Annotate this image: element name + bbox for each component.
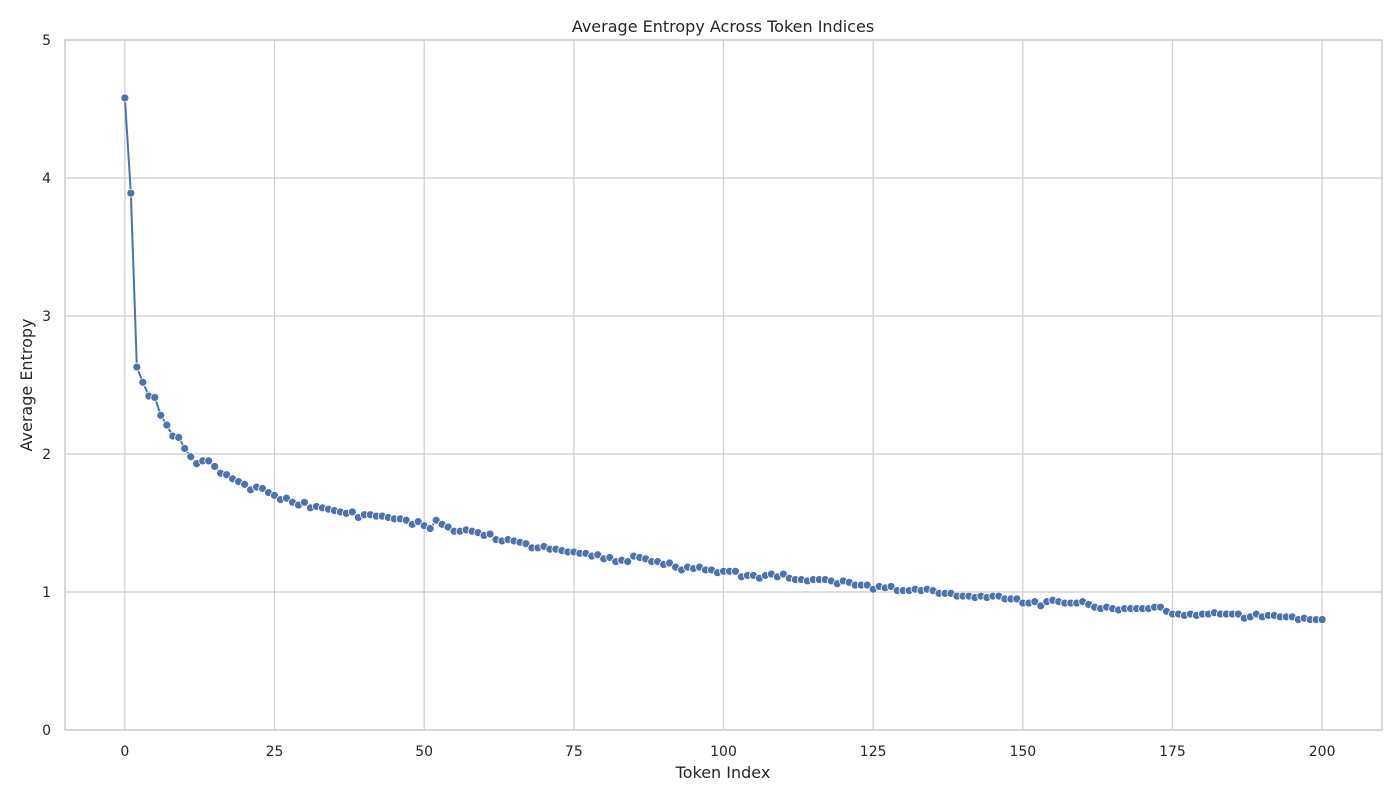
grid-lines [65,39,1382,731]
data-point [180,444,190,453]
data-points [120,93,1327,624]
data-point [347,507,357,517]
data-point [665,558,675,568]
data-point [862,580,872,590]
x-tick-label: 50 [415,744,433,760]
x-tick-label: 200 [1309,744,1336,760]
data-point [150,393,160,402]
data-point [210,462,220,471]
x-tick-labels: 0 25 50 75 100 125 150 175 200 [120,744,1335,760]
plot-frame [64,39,1383,731]
data-point [521,539,531,549]
data-point [138,377,148,387]
chart-title: Average Entropy Across Token Indices [572,17,874,36]
data-point [120,93,130,103]
y-tick-label: 3 [42,309,51,325]
data-point [132,362,142,372]
data-point [1317,615,1327,624]
data-point [156,410,166,420]
data-point [222,470,232,480]
y-axis-label: Average Entropy [17,319,36,452]
data-point [1156,602,1165,612]
x-tick-label: 25 [266,744,284,760]
data-point [1012,594,1022,604]
y-tick-label: 4 [42,171,51,187]
data-point [186,452,196,462]
data-point [778,569,788,579]
data-point [174,433,184,442]
data-point [886,582,896,591]
data-point [126,188,136,198]
x-tick-label: 75 [565,744,583,760]
data-point [443,522,453,532]
data-point [1233,609,1243,619]
x-tick-label: 0 [120,744,129,760]
data-point [204,456,214,466]
x-axis-label: Token Index [675,763,771,782]
data-point [605,553,615,562]
x-tick-label: 150 [1009,744,1036,760]
data-point [270,490,279,500]
y-tick-label: 5 [42,33,51,49]
data-point [425,524,435,533]
data-point [282,493,291,503]
x-tick-label: 175 [1159,744,1186,760]
data-point [240,479,249,489]
y-tick-label: 0 [42,723,51,739]
y-tick-label: 1 [42,585,51,601]
data-point [485,529,495,539]
y-tick-label: 2 [42,447,51,463]
y-tick-labels: 0 1 2 3 4 5 [42,33,51,739]
data-point [431,515,441,525]
data-point [401,515,411,525]
data-point [1030,597,1040,607]
data-point [258,484,267,493]
data-point [162,420,172,430]
data-point [1036,601,1046,611]
data-point [731,566,740,576]
data-point [623,557,633,567]
data-point [413,517,423,527]
data-point [593,550,603,560]
data-point [300,497,309,507]
x-tick-label: 100 [710,744,737,760]
x-tick-label: 125 [860,744,887,760]
